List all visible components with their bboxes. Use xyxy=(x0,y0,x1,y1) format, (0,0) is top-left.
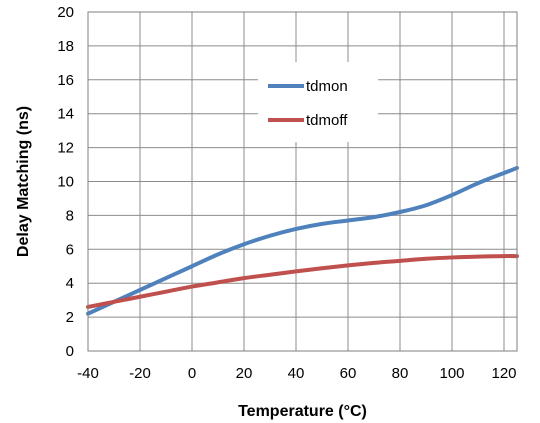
legend: tdmon tdmoff xyxy=(258,62,378,142)
x-tick-label: -40 xyxy=(77,365,99,382)
x-tick-label: 120 xyxy=(491,365,516,382)
legend-box xyxy=(258,62,378,142)
y-tick-label: 16 xyxy=(57,72,74,89)
y-axis-title: Delay Matching (ns) xyxy=(15,106,32,257)
legend-label-tdmon: tdmon xyxy=(306,78,348,95)
x-tick-label: 40 xyxy=(288,365,305,382)
x-tick-label: 80 xyxy=(392,365,409,382)
series-lines xyxy=(86,165,519,316)
y-tick-label: 18 xyxy=(57,38,74,55)
legend-label-tdmoff: tdmoff xyxy=(306,112,348,129)
y-tick-label: 6 xyxy=(66,241,74,258)
y-tick-labels: 0 2 4 6 8 10 12 14 16 18 20 xyxy=(57,4,74,360)
x-tick-label: 0 xyxy=(188,365,196,382)
y-tick-label: 10 xyxy=(57,174,74,191)
y-tick-label: 14 xyxy=(57,106,74,123)
series-line-tdmoff xyxy=(86,254,519,309)
y-tick-label: 8 xyxy=(66,207,74,224)
y-tick-label: 0 xyxy=(66,343,74,360)
x-tick-label: 100 xyxy=(439,365,464,382)
y-tick-label: 4 xyxy=(66,275,74,292)
y-tick-label: 20 xyxy=(57,4,74,21)
x-tick-label: 60 xyxy=(340,365,357,382)
x-axis-title: Temperature (°C) xyxy=(238,403,367,420)
y-tick-label: 12 xyxy=(57,140,74,157)
x-tick-label: -20 xyxy=(129,365,151,382)
series-line-tdmon xyxy=(86,165,519,316)
x-tick-label: 20 xyxy=(236,365,253,382)
x-tick-labels: -40 -20 0 20 40 60 80 100 120 xyxy=(77,365,516,382)
y-tick-label: 2 xyxy=(66,309,74,326)
plot-area-border xyxy=(87,11,518,352)
